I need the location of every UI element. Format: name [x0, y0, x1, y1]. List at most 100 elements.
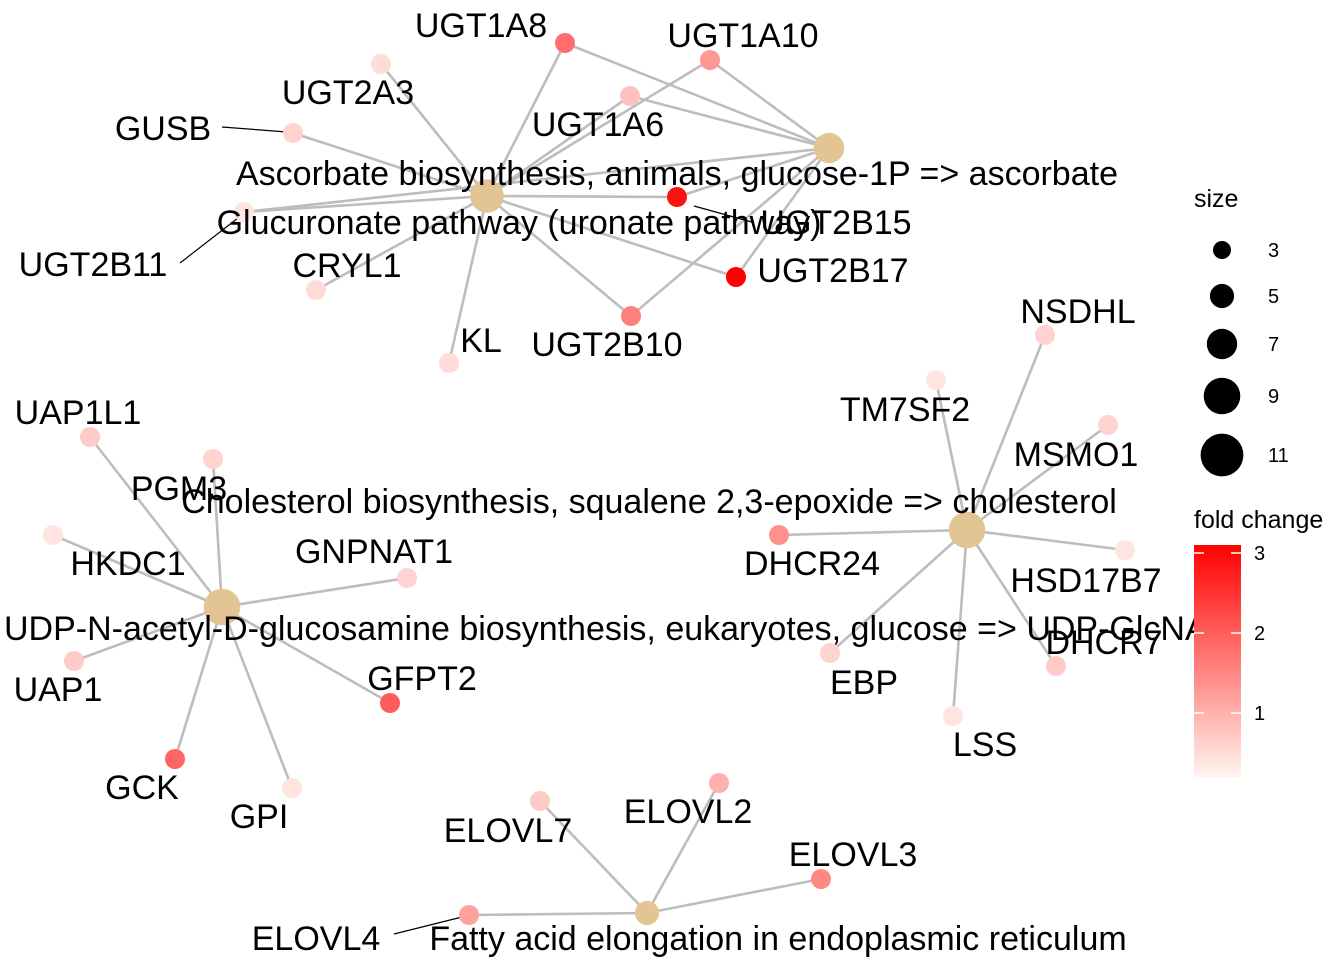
gene-label-ugt2b10: UGT2B10	[531, 326, 682, 364]
node-layer	[43, 33, 1135, 926]
leader-line-ugt2b15	[693, 205, 753, 223]
gene-label-gck: GCK	[105, 769, 179, 807]
category-node-udp	[203, 588, 241, 626]
color-legend-ticks: 1 2 3	[1194, 543, 1265, 725]
category-node-asc	[813, 132, 845, 164]
gene-label-ugt1a10: UGT1A10	[667, 17, 818, 55]
gene-node-ugt1a8	[555, 33, 575, 53]
size-legend-keys: 3 5 7 9 11	[1200, 240, 1289, 477]
gene-label-elovl7: ELOVL7	[444, 812, 573, 850]
gene-label-kl: KL	[460, 322, 502, 360]
gene-node-lss	[943, 706, 963, 726]
edge-glu-UGT1A10	[486, 58, 711, 198]
gene-label-elovl2: ELOVL2	[624, 793, 753, 831]
edge-udp-GFPT2	[221, 605, 391, 705]
gene-node-hkdc1	[43, 525, 63, 545]
gene-label-ugt2b17: UGT2B17	[757, 252, 908, 290]
edge-glu-KL	[447, 195, 489, 364]
edge-asc-UGT2B15	[676, 146, 830, 199]
edge-chol-DHCR24	[778, 528, 968, 537]
leader-line-gusb	[221, 126, 288, 133]
edge-udp-GNPNAT1	[221, 576, 408, 609]
size-key-label-9: 9	[1268, 386, 1279, 408]
color-legend-title: fold change	[1194, 506, 1323, 534]
edge-udp-HKDC1	[52, 533, 223, 609]
gene-node-cryl1	[306, 280, 326, 300]
gene-node-gfpt2	[380, 693, 400, 713]
gene-label-uap1: UAP1	[14, 671, 103, 709]
gene-label-gnpnat1: GNPNAT1	[295, 533, 453, 571]
gene-label-gpi: GPI	[230, 798, 289, 836]
size-key-11	[1200, 433, 1244, 477]
gene-label-nsdhl: NSDHL	[1020, 293, 1135, 331]
gene-node-kl	[439, 353, 459, 373]
color-tick-label-3: 3	[1254, 543, 1265, 565]
gene-label-ugt1a8: UGT1A8	[415, 7, 547, 45]
gene-node-uap1l1	[80, 427, 100, 447]
gene-node-ugt2a3	[371, 54, 391, 74]
edge-asc-UGT1A10	[709, 58, 830, 150]
label-layer: Ascorbate biosynthesis, animals, glucose…	[4, 7, 1225, 958]
edge-glu-UGT2B11	[243, 194, 488, 214]
edge-chol-TM7SF2	[934, 379, 969, 531]
gene-label-ugt2a3: UGT2A3	[282, 74, 414, 112]
edge-glu-UGT1A8	[485, 42, 567, 197]
edge-asc-UGT2B17	[734, 147, 831, 278]
size-key-label-7: 7	[1268, 334, 1279, 356]
edge-glu-UGT2A3	[379, 63, 489, 197]
gene-node-elovl2	[709, 773, 729, 793]
edge-chol-LSS	[951, 529, 969, 717]
edge-udp-UAP1L1	[88, 436, 224, 608]
gene-node-nsdhl	[1035, 325, 1055, 345]
edge-glu-UGT2B10	[486, 195, 632, 317]
gene-node-ebp	[820, 643, 840, 663]
edge-asc-UGT2B10	[630, 147, 830, 317]
gene-node-ugt2b10	[621, 306, 641, 326]
gene-label-uap1l1: UAP1L1	[15, 394, 142, 432]
gene-node-hsd17b7	[1115, 540, 1135, 560]
edge-asc-UGT2B11	[243, 146, 830, 214]
leader-line-ugt2b11	[179, 217, 239, 264]
edge-glu-UGT2B15	[486, 194, 678, 199]
edge-asc-UGT1A6	[629, 94, 830, 150]
edge-fat-ELOVL2	[645, 782, 721, 914]
category-label-udp: UDP-N-acetyl-D-glucosamine biosynthesis,…	[4, 610, 1225, 648]
gene-label-ugt2b15: UGT2B15	[760, 204, 911, 242]
gene-node-ugt1a10	[700, 50, 720, 70]
category-node-fat	[634, 900, 660, 926]
size-key-3	[1213, 241, 1231, 259]
gene-node-elovl7	[530, 791, 550, 811]
gene-label-dhcr24: DHCR24	[744, 545, 880, 583]
gene-label-ebp: EBP	[830, 664, 898, 702]
gene-node-tm7sf2	[926, 370, 946, 390]
gene-node-ugt2b11	[234, 202, 254, 222]
edge-udp-PGM3	[211, 458, 224, 608]
category-label-fat: Fatty acid elongation in endoplasmic ret…	[429, 920, 1126, 958]
edge-fat-ELOVL7	[539, 800, 648, 914]
gene-label-hsd17b7: HSD17B7	[1010, 562, 1161, 600]
edge-asc-UGT1A8	[564, 41, 830, 150]
edge-chol-HSD17B7	[966, 528, 1126, 552]
category-label-asc: Ascorbate biosynthesis, animals, glucose…	[236, 155, 1118, 193]
gene-node-gusb	[283, 123, 303, 143]
leader-line-elovl4	[393, 916, 463, 935]
category-node-glu	[470, 179, 504, 213]
edge-chol-NSDHL	[965, 334, 1047, 531]
gene-label-msmo1: MSMO1	[1014, 436, 1139, 474]
size-legend-title: size	[1194, 185, 1238, 213]
size-key-label-11: 11	[1268, 445, 1289, 467]
label-leader-layer	[179, 126, 753, 935]
legend: size 3 5 7 9 11 fold change 1 2 3	[1194, 185, 1323, 777]
category-label-chol: Cholesterol biosynthesis, squalene 2,3-e…	[181, 483, 1117, 521]
gene-label-gusb: GUSB	[115, 110, 211, 148]
color-legend-bar	[1194, 545, 1241, 777]
gene-label-elovl4: ELOVL4	[252, 920, 381, 958]
gene-label-gfpt2: GFPT2	[367, 660, 477, 698]
size-key-label-3: 3	[1268, 240, 1279, 262]
size-key-9	[1203, 377, 1241, 415]
edge-udp-GPI	[220, 606, 294, 789]
size-key-5	[1209, 283, 1235, 309]
gene-label-cryl1: CRYL1	[293, 247, 402, 285]
category-node-chol	[948, 511, 986, 549]
